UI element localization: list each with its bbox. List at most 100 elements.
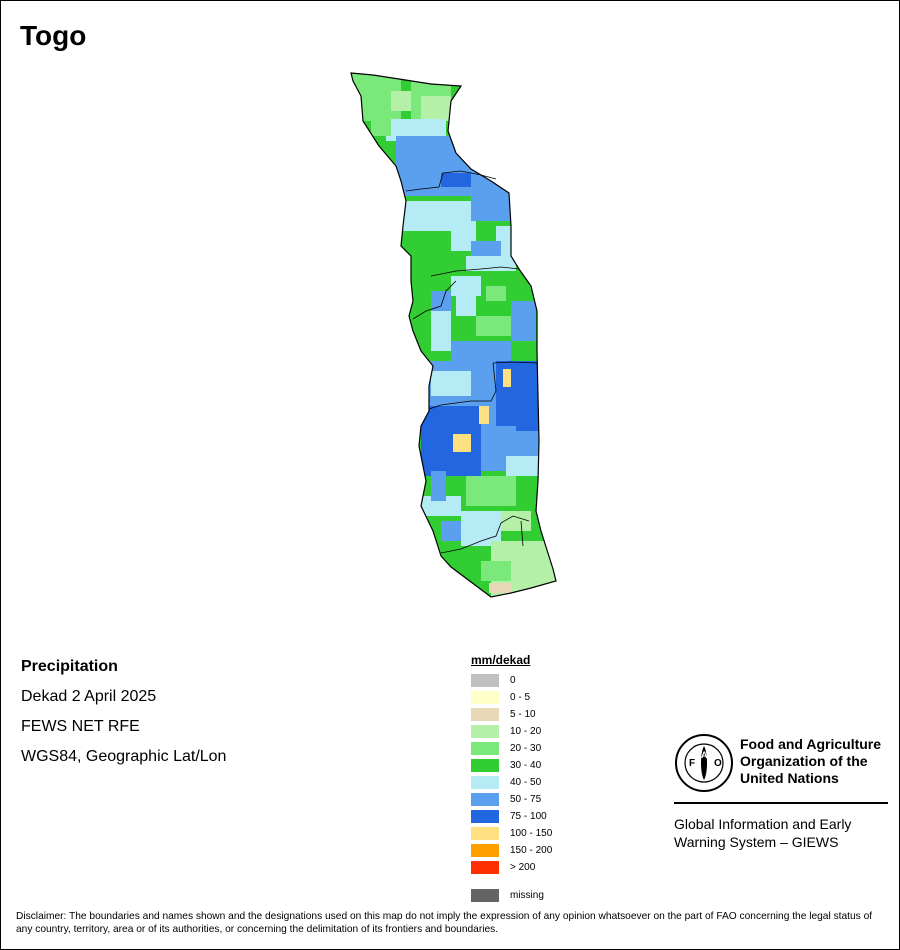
legend-classes: 0 0 - 5 5 - 10 10 - 20 20 - 30 30 - 40 40 - 50… bbox=[471, 672, 552, 876]
rainfall-cell bbox=[486, 286, 506, 301]
fao-logo-letters: F bbox=[689, 758, 695, 769]
rainfall-cell bbox=[451, 276, 481, 296]
legend-row: 40 - 50 bbox=[471, 774, 552, 791]
legend-label: 75 - 100 bbox=[510, 811, 547, 822]
rainfall-cell bbox=[471, 241, 501, 256]
rainfall-cell bbox=[431, 371, 471, 396]
legend-swatch bbox=[471, 810, 499, 823]
fao-logo-letters: O bbox=[714, 758, 722, 769]
legend-label: 10 - 20 bbox=[510, 726, 542, 737]
legend-row: 0 - 5 bbox=[471, 689, 552, 706]
rainfall-cell bbox=[386, 119, 446, 141]
region-boundary bbox=[430, 266, 520, 277]
legend-label: 5 - 10 bbox=[510, 709, 536, 720]
legend-row: 0 bbox=[471, 672, 552, 689]
rainfall-cell bbox=[431, 291, 451, 311]
region-boundary bbox=[440, 515, 530, 554]
rainfall-cell bbox=[441, 521, 461, 541]
region-boundaries bbox=[405, 170, 539, 554]
legend-swatch bbox=[471, 793, 499, 806]
variable-label: Precipitation bbox=[21, 658, 118, 675]
projection-label: WGS84, Geographic Lat/Lon bbox=[21, 748, 227, 765]
rainfall-cell bbox=[391, 91, 411, 111]
legend-label: missing bbox=[510, 890, 544, 901]
legend-row: 50 - 75 bbox=[471, 791, 552, 808]
legend-row: 75 - 100 bbox=[471, 808, 552, 825]
rainfall-cell bbox=[441, 173, 471, 187]
legend-label: 0 bbox=[510, 675, 516, 686]
rainfall-cell bbox=[481, 426, 516, 451]
rainfall-cell bbox=[431, 471, 446, 501]
legend-swatch bbox=[471, 725, 499, 738]
legend-label: 150 - 200 bbox=[510, 845, 553, 856]
legend-swatch bbox=[471, 742, 499, 755]
giews-line: Global Information and Early bbox=[674, 816, 852, 832]
legend-row: 100 - 150 bbox=[471, 825, 552, 842]
legend-label: 100 - 150 bbox=[510, 828, 553, 839]
map-info: Precipitation Dekad 2 April 2025 FEWS NE… bbox=[21, 657, 226, 777]
legend-label: 0 - 5 bbox=[510, 692, 531, 703]
rainfall-cell bbox=[371, 116, 391, 136]
legend-row: 150 - 200 bbox=[471, 842, 552, 859]
rainfall-cell bbox=[501, 511, 531, 531]
legend-label: 20 - 30 bbox=[510, 743, 542, 754]
rainfall-cell bbox=[471, 196, 511, 221]
legend-swatch bbox=[471, 691, 499, 704]
rainfall-cell bbox=[481, 561, 511, 581]
legend-swatch bbox=[471, 861, 499, 874]
legend-swatch bbox=[471, 889, 499, 902]
legend-label: 40 - 50 bbox=[510, 777, 542, 788]
divider bbox=[674, 802, 888, 804]
legend-title: mm/dekad bbox=[471, 653, 531, 667]
rainfall-cell bbox=[451, 341, 511, 361]
rainfall-cell bbox=[431, 311, 451, 351]
legend-row: 10 - 20 bbox=[471, 723, 552, 740]
fao-name-line: United Nations bbox=[740, 770, 839, 786]
rainfall-cell bbox=[461, 511, 501, 546]
legend-swatch bbox=[471, 844, 499, 857]
region-boundary bbox=[520, 520, 524, 547]
rainfall-cell bbox=[456, 296, 476, 316]
legend-swatch bbox=[471, 674, 499, 687]
rainfall-cell bbox=[421, 406, 481, 476]
fao-logo-letters: A bbox=[701, 750, 708, 760]
giews-line: Warning System – GIEWS bbox=[674, 834, 839, 850]
period-label: Dekad 2 April 2025 bbox=[21, 688, 157, 705]
rainfall-cell bbox=[479, 406, 489, 424]
rainfall-cell bbox=[496, 361, 541, 431]
legend-swatch bbox=[471, 708, 499, 721]
legend-label: 30 - 40 bbox=[510, 760, 542, 771]
region-boundary bbox=[405, 170, 497, 192]
rainfall-cell bbox=[489, 583, 511, 593]
legend-row: 30 - 40 bbox=[471, 757, 552, 774]
fao-name-line: Organization of the bbox=[740, 753, 868, 769]
rainfall-cell bbox=[466, 476, 516, 506]
legend-label: > 200 bbox=[510, 862, 536, 873]
source-label: FEWS NET RFE bbox=[21, 718, 140, 735]
region-boundary bbox=[412, 280, 457, 320]
legend-label: 50 - 75 bbox=[510, 794, 542, 805]
legend-swatch bbox=[471, 776, 499, 789]
legend-swatch bbox=[471, 827, 499, 840]
legend-row: > 200 bbox=[471, 859, 552, 876]
region-boundary bbox=[492, 361, 539, 364]
region-boundary bbox=[428, 362, 497, 410]
rainfall-cell bbox=[453, 434, 471, 452]
rainfall-cell bbox=[476, 316, 516, 336]
legend-row-missing: missing bbox=[471, 887, 552, 904]
disclaimer: Disclaimer: The boundaries and names sho… bbox=[16, 911, 873, 935]
fao-name: Food and Agriculture Organization of the… bbox=[740, 736, 881, 787]
giews-name: Global Information and Early Warning Sys… bbox=[674, 815, 851, 851]
rainfall-cell bbox=[506, 456, 541, 476]
legend: mm/dekad 0 0 - 5 5 - 10 10 - 20 20 - 30 30 - … bbox=[471, 653, 552, 904]
fao-logo-icon: F O A bbox=[675, 734, 733, 792]
legend-row: 20 - 30 bbox=[471, 740, 552, 757]
rainfall-cell bbox=[466, 256, 496, 271]
map-title: Togo bbox=[20, 20, 87, 51]
rainfall-cell bbox=[503, 369, 511, 387]
rainfall-cell bbox=[511, 301, 536, 341]
rainfall-cell bbox=[421, 96, 451, 121]
legend-swatch bbox=[471, 759, 499, 772]
